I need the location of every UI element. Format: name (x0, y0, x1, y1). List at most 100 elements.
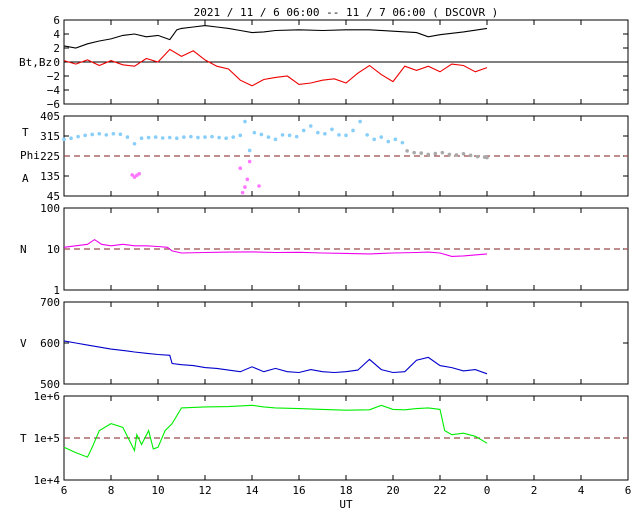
y-tick-label: −6 (47, 98, 60, 111)
data-point (132, 141, 137, 146)
x-tick-label: 22 (433, 484, 446, 497)
y-tick-label: 600 (40, 337, 60, 350)
data-point (217, 135, 221, 140)
data-point (337, 133, 341, 137)
data-point (76, 134, 80, 139)
series-line (63, 404, 488, 458)
data-point (266, 135, 271, 139)
data-point (247, 148, 252, 153)
data-point (351, 128, 355, 133)
series-line (63, 238, 488, 257)
data-point (245, 177, 250, 182)
y-axis-label: Phi (20, 149, 40, 162)
data-point (167, 135, 172, 140)
series-Bz (63, 48, 488, 87)
x-axis: 6 8 10 12 14 16 18 20 22 0 2 4 6 (61, 484, 632, 497)
data-point (130, 173, 134, 177)
y-axis-label: V (20, 337, 27, 350)
data-point (308, 124, 313, 128)
data-point (160, 136, 165, 140)
y-tick-label: 500 (40, 378, 60, 391)
y-tick-label: −4 (47, 84, 61, 97)
data-point (426, 152, 431, 157)
data-point (118, 132, 123, 137)
chart-title: 2021 / 11 / 6 06:00 -- 11 / 7 06:00 ( DS… (194, 6, 499, 19)
data-point (224, 136, 228, 141)
data-point (257, 184, 261, 188)
data-point (62, 137, 66, 142)
data-point (83, 133, 87, 138)
y-tick-label: 10 (47, 243, 60, 256)
data-point (182, 135, 186, 139)
data-point (475, 154, 480, 159)
data-point (104, 133, 109, 137)
data-point (372, 137, 377, 142)
y-tick-label: 1e+4 (34, 474, 61, 487)
x-tick-label: 20 (386, 484, 399, 497)
y-tick-label: 1e+6 (34, 390, 61, 403)
data-point (146, 135, 151, 140)
data-point (243, 185, 247, 189)
data-point (210, 134, 214, 139)
x-tick-label: 6 (625, 484, 632, 497)
data-point (412, 150, 416, 155)
x-tick-label: 14 (245, 484, 259, 497)
data-point (365, 133, 369, 137)
data-point (485, 155, 489, 160)
data-point (468, 153, 473, 158)
data-point (461, 151, 466, 156)
series-phi-2 (130, 159, 261, 195)
data-point (433, 151, 438, 156)
x-tick-label: 2 (531, 484, 538, 497)
y-axis-label: Bt,Bz (19, 56, 52, 69)
panel-density: 100 10 1 N (20, 202, 629, 297)
data-point (316, 130, 320, 135)
y-axis-label: T (20, 432, 27, 445)
y-tick-label: 405 (40, 110, 60, 123)
data-point (358, 119, 362, 124)
x-tick-label: 4 (578, 484, 585, 497)
series-density-0 (63, 238, 488, 257)
data-point (196, 135, 200, 140)
y-tick-label: 135 (40, 170, 60, 183)
data-point (139, 136, 144, 141)
data-point (287, 133, 292, 138)
x-axis-label: UT (339, 498, 353, 511)
series-velocity-0 (63, 340, 488, 375)
data-point (419, 151, 424, 155)
panel-velocity: 700 600 500 V (20, 296, 629, 391)
data-point (203, 135, 207, 139)
y-axis-label: N (20, 243, 27, 256)
data-point (440, 150, 445, 155)
series-temperature-0 (63, 404, 488, 458)
y-tick-label: 2 (53, 42, 60, 55)
y-tick-label: 45 (47, 190, 60, 203)
y-tick-label: 225 (40, 150, 60, 163)
data-point (294, 134, 299, 139)
data-point (153, 135, 158, 139)
y-tick-label: 0 (53, 56, 60, 69)
x-tick-label: 16 (292, 484, 305, 497)
x-tick-label: 8 (108, 484, 115, 497)
y-axis-label: T (22, 126, 29, 139)
data-point (386, 139, 391, 144)
data-point (405, 149, 409, 153)
panel-temperature: 1e+6 1e+5 1e+4 T (20, 390, 629, 487)
data-point (273, 137, 278, 142)
y-tick-label: 1e+5 (34, 432, 61, 445)
panel-phi: 405 315 225 135 45 T Phi A (20, 110, 629, 203)
series-line (63, 48, 488, 87)
data-point (175, 136, 179, 141)
data-point (447, 152, 452, 157)
data-point (301, 128, 306, 133)
data-point (189, 134, 193, 139)
y-tick-label: 6 (53, 14, 60, 27)
y-tick-label: 4 (53, 28, 60, 41)
x-tick-label: 6 (61, 484, 68, 497)
data-point (330, 127, 334, 132)
y-tick-label: 100 (40, 202, 60, 215)
data-point (238, 133, 243, 138)
data-point (69, 136, 73, 141)
data-point (247, 159, 252, 164)
